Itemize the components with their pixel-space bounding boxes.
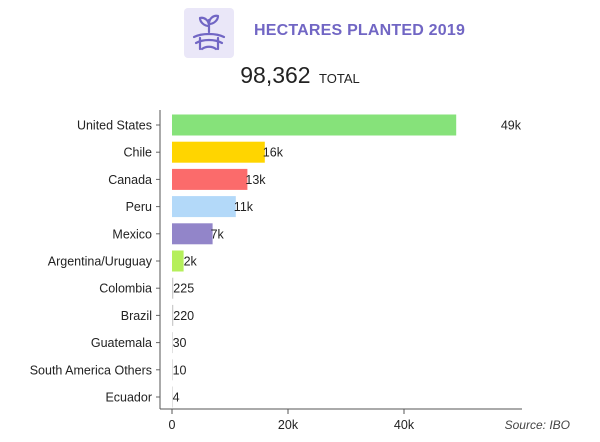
bar — [172, 386, 173, 408]
value-label: 7k — [211, 227, 225, 241]
value-label: 4 — [173, 391, 180, 405]
total-value: 98,362 — [240, 62, 311, 88]
category-label: Canada — [108, 173, 152, 187]
bar — [172, 168, 248, 190]
category-label: Ecuador — [105, 391, 152, 405]
bars — [172, 114, 457, 408]
category-label: Colombia — [99, 282, 152, 296]
x-tick-label: 20k — [278, 418, 299, 432]
category-label: Mexico — [112, 227, 152, 241]
value-label: 225 — [173, 282, 194, 296]
value-labels: 49k 16k 13k 11k 7k 2k 225 220 30 10 4 — [173, 119, 522, 405]
x-tick-label: 40k — [394, 418, 415, 432]
bar — [172, 250, 184, 272]
category-label: Brazil — [121, 309, 152, 323]
x-tick-label: 0 — [169, 418, 176, 432]
value-label: 220 — [173, 309, 194, 323]
value-label: 30 — [173, 336, 187, 350]
value-label: 10 — [173, 363, 187, 377]
plant-sprout-icon — [184, 8, 234, 58]
source-note: Source: IBO — [504, 418, 570, 432]
axes: 0 20k 40k — [156, 110, 522, 432]
total-label: TOTAL — [319, 71, 360, 86]
value-label: 16k — [263, 146, 284, 160]
bar — [172, 114, 457, 136]
bar — [172, 141, 265, 163]
bar — [172, 359, 173, 381]
category-label: Chile — [124, 146, 153, 160]
bar — [172, 196, 236, 218]
value-label: 13k — [245, 173, 266, 187]
bar — [172, 304, 174, 326]
chart-title: HECTARES PLANTED 2019 — [254, 22, 466, 39]
value-label: 2k — [184, 255, 198, 269]
value-label: 49k — [501, 119, 522, 133]
category-label: Argentina/Uruguay — [48, 255, 153, 269]
category-label: Guatemala — [91, 336, 152, 350]
category-label: Peru — [126, 200, 152, 214]
category-labels: United States Chile Canada Peru Mexico Argent… — [30, 119, 153, 405]
value-label: 11k — [234, 200, 254, 214]
category-label: United States — [77, 119, 152, 133]
bar — [172, 223, 213, 245]
bar — [172, 332, 173, 354]
category-label: South America Others — [30, 363, 152, 377]
total-summary: 98,362 TOTAL — [0, 62, 600, 89]
bar — [172, 277, 174, 299]
